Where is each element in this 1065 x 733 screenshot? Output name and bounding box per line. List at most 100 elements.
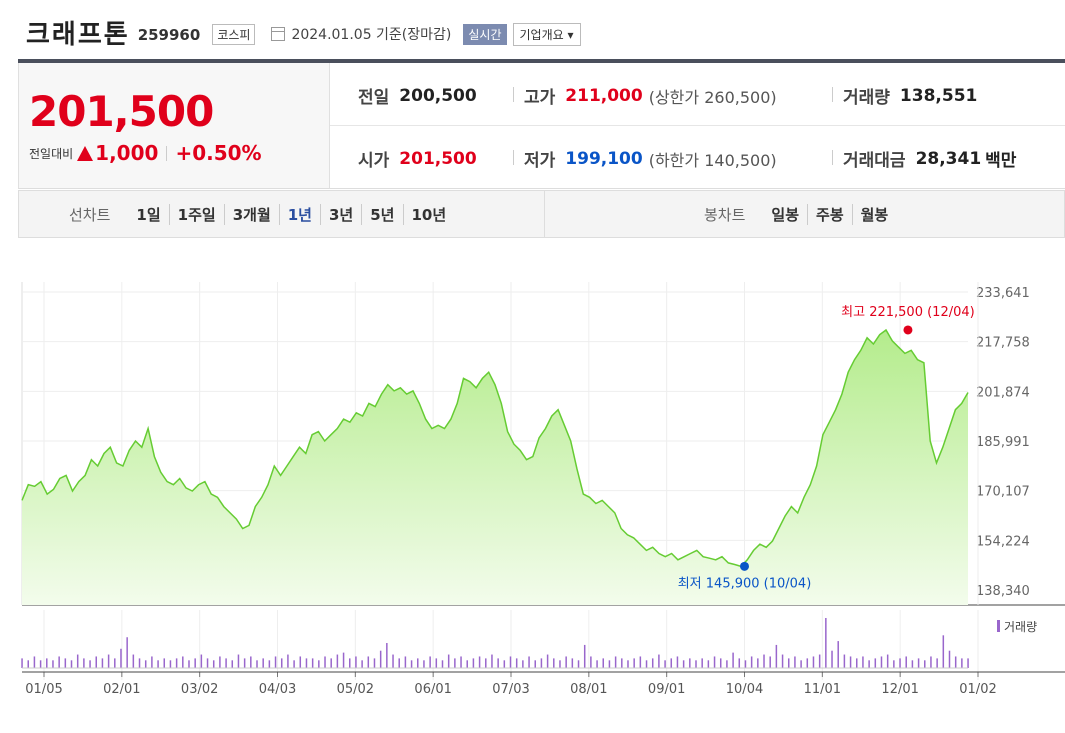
x-tick-label: 05/02 [337, 682, 374, 697]
volume-bar [299, 656, 302, 668]
volume-bar [682, 660, 685, 668]
volume-bar [886, 654, 889, 668]
price-chart[interactable]: 233,641 217,758 201,874 185,991 170,107 154,2… [0, 240, 1065, 729]
volume-bar [200, 654, 203, 668]
volume-bar [342, 652, 345, 668]
company-overview-button[interactable]: 기업개요 ▾ [512, 22, 581, 46]
candle-chart-tabs: 봉차트 일봉 주봉 월봉 [704, 191, 896, 237]
volume-bar [472, 658, 475, 668]
diff-row: 전일대비 1,000 +0.50% [29, 141, 262, 165]
tab-1d[interactable]: 1일 [136, 205, 161, 224]
volume-bar [670, 658, 673, 668]
diff-percent: +0.50% [175, 141, 262, 165]
volume-bar [280, 658, 283, 668]
volume-bar [373, 658, 376, 668]
volume-legend-label: 거래량 [1004, 620, 1037, 634]
tab-10y[interactable]: 10년 [402, 203, 455, 225]
lower-limit: (하한가 140,500) [648, 150, 777, 170]
volume-bar [806, 658, 809, 668]
max-annotation: 최고 221,500 (12/04) [841, 305, 975, 320]
chart-tabs: 선차트 1일 1주일 3개월 1년 3년 5년 10년 봉차트 일봉 주봉 월봉 [18, 190, 1065, 238]
stock-name[interactable]: 크래프톤 [26, 19, 130, 50]
volume-bar [169, 660, 172, 668]
volume-bar [311, 658, 314, 668]
volume-bar [689, 658, 691, 668]
volume-bar [157, 660, 159, 668]
volume-bar [423, 660, 425, 668]
volume-bar [355, 656, 357, 668]
volume-bar [738, 658, 741, 668]
volume-bar [175, 658, 178, 668]
volume-bar [658, 654, 660, 668]
volume-bar [596, 660, 598, 668]
volume-legend-swatch [997, 620, 1000, 632]
volume-bar [503, 660, 506, 668]
tab-5y[interactable]: 5년 [361, 203, 402, 225]
volume-bar [101, 658, 104, 668]
volume-bar [528, 656, 530, 668]
volume-bar [243, 658, 246, 668]
volume-bar [880, 656, 883, 668]
triangle-up-icon [77, 145, 94, 161]
volume-bar [305, 658, 308, 668]
volume-bar [559, 660, 561, 668]
volume-bar [367, 656, 370, 668]
volume-bar [336, 654, 339, 668]
volume-bar [70, 660, 73, 668]
realtime-button[interactable]: 실시간 [463, 23, 507, 45]
volume-bar [485, 658, 487, 668]
min-annotation: 최저 145,900 (10/04) [678, 576, 812, 591]
volume-bar [553, 658, 555, 668]
volume-bar [744, 660, 747, 668]
volume-bar [905, 656, 907, 668]
volume-bar [924, 660, 926, 668]
volume-bar [763, 654, 765, 668]
tab-monthly[interactable]: 월봉 [851, 203, 897, 225]
volume-bar [497, 658, 499, 668]
y-tick-label: 138,340 [976, 584, 1030, 599]
volume-bar [571, 658, 574, 668]
x-tick-label: 12/01 [881, 682, 918, 697]
volume-bar [961, 658, 963, 668]
divider [832, 87, 833, 102]
volume-bar [318, 660, 320, 668]
volume-bar [948, 650, 951, 668]
x-tick-label: 01/05 [25, 682, 62, 697]
volume-bar [76, 654, 79, 668]
info-row: 전일 200,500 고가 211,000 (상한가 260,500) 거래량 … [330, 63, 1065, 126]
volume-bar [917, 658, 920, 668]
volume-bar [256, 660, 258, 668]
prev-close-value: 200,500 [399, 85, 477, 106]
volume-bar [132, 654, 135, 668]
volume-bar [775, 644, 778, 668]
tab-1w[interactable]: 1주일 [168, 203, 224, 225]
volume-bar [410, 660, 413, 668]
volume-bar [417, 658, 419, 668]
volume-bar [330, 658, 332, 668]
volume-bar [83, 658, 85, 668]
volume-bar [89, 660, 91, 668]
volume-bar [509, 656, 512, 668]
line-chart-tabs: 선차트 1일 1주일 3개월 1년 3년 5년 10년 [69, 191, 454, 237]
volume-bar [954, 656, 957, 668]
volume-bar [348, 658, 351, 668]
chart-svg[interactable]: 233,641 217,758 201,874 185,991 170,107 154,2… [0, 240, 1065, 729]
tab-weekly[interactable]: 주봉 [807, 203, 852, 225]
divider [513, 87, 514, 102]
volume-bar [639, 656, 642, 668]
volume-bar [713, 656, 716, 668]
x-tick-label: 07/03 [492, 682, 529, 697]
volume-bar [546, 654, 549, 668]
tab-daily[interactable]: 일봉 [771, 205, 800, 224]
low-label: 저가 [524, 151, 556, 171]
volume-bar [856, 658, 858, 668]
x-tick-label: 03/02 [181, 682, 218, 697]
divider [832, 150, 833, 165]
volume-bar [151, 656, 153, 668]
volume-bar [522, 660, 524, 668]
tab-1y[interactable]: 1년 [278, 203, 320, 225]
volume-bar [868, 660, 870, 668]
volume-bar [52, 660, 54, 668]
tab-3m[interactable]: 3개월 [223, 203, 279, 225]
tab-3y[interactable]: 3년 [320, 203, 361, 225]
